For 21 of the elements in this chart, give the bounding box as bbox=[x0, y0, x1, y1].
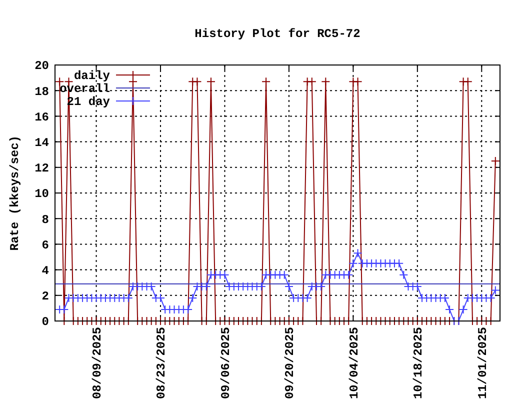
x-tick-label: 10/18/2025 bbox=[412, 327, 426, 400]
y-tick-label: 4 bbox=[42, 264, 49, 278]
y-tick-label: 20 bbox=[34, 59, 49, 74]
y-tick-label: 12 bbox=[34, 162, 49, 176]
y-tick-label: 6 bbox=[42, 238, 49, 252]
x-tick-label: 10/04/2025 bbox=[347, 327, 362, 400]
y-tick-label: 14 bbox=[34, 136, 49, 150]
x-tick-label: 08/23/2025 bbox=[154, 327, 169, 400]
y-tick-label: 0 bbox=[42, 315, 49, 330]
y-axis-title: Rate (kkeys/sec) bbox=[8, 135, 22, 251]
y-tick-label: 16 bbox=[34, 110, 49, 124]
x-tick-label: 09/20/2025 bbox=[283, 327, 298, 400]
y-tick-label: 18 bbox=[34, 84, 49, 99]
y-tick-label: 10 bbox=[34, 187, 49, 202]
x-tick-label: 11/01/2025 bbox=[476, 327, 490, 400]
y-tick-label: 2 bbox=[42, 290, 49, 304]
x-tick-label: 08/09/2025 bbox=[90, 327, 104, 400]
x-tick-label: 09/06/2025 bbox=[218, 327, 233, 400]
legend-label: daily bbox=[74, 69, 110, 84]
y-tick-label: 8 bbox=[42, 212, 49, 227]
chart-title: History Plot for RC5-72 bbox=[194, 27, 360, 41]
